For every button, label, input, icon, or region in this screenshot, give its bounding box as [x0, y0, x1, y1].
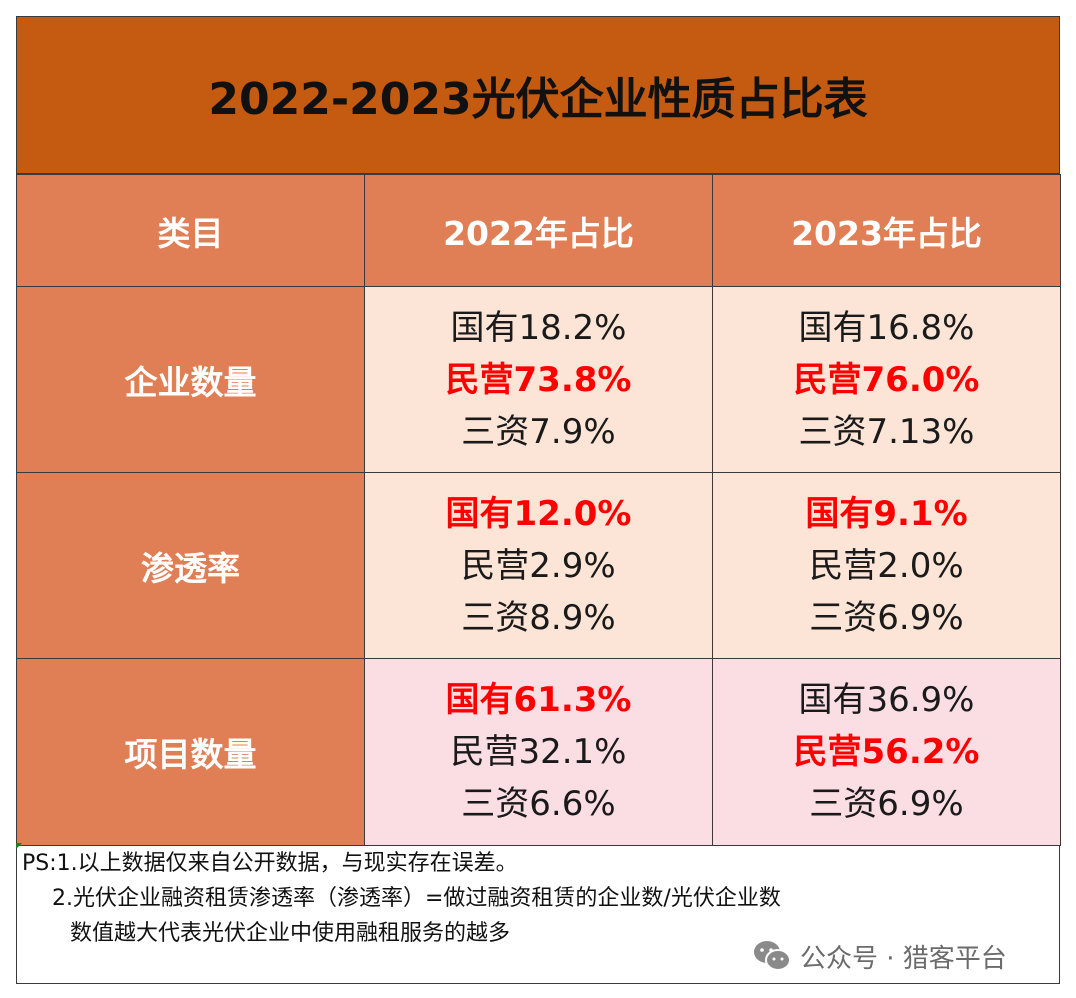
value-cell-2023: 国有9.1% 民营2.0% 三资6.9%	[712, 472, 1061, 659]
value-cell-2023: 国有36.9% 民营56.2% 三资6.9%	[712, 658, 1061, 846]
header-category: 类目	[16, 174, 365, 287]
value-line: 三资6.9%	[809, 597, 964, 638]
header-2022: 2022年占比	[364, 174, 713, 287]
value-line: 国有36.9%	[798, 680, 975, 720]
value-line: 国有9.1%	[805, 493, 968, 534]
footnotes: PS:1.以上数据仅来自公开数据，与现实存在误差。 2.光伏企业融资租赁渗透率（…	[22, 846, 781, 951]
value-cell-2022: 国有12.0% 民营2.9% 三资8.9%	[364, 472, 713, 659]
watermark-text: 公众号 · 猎客平台	[800, 943, 1007, 974]
table-row-project-count: 项目数量 国有61.3% 民营32.1% 三资6.6% 国有36.9% 民营56…	[16, 658, 1061, 846]
value-line: 民营32.1%	[450, 732, 627, 772]
value-line: 国有16.8%	[798, 307, 975, 348]
footnote-line: 数值越大代表光伏企业中使用融租服务的越多	[70, 921, 511, 946]
value-line: 民营73.8%	[445, 359, 632, 400]
value-line: 国有18.2%	[450, 307, 627, 348]
value-line: 三资7.13%	[798, 411, 975, 452]
footnote-line: 2.光伏企业融资租赁渗透率（渗透率）=做过融资租赁的企业数/光伏企业数	[52, 886, 781, 911]
cell-corner-marker	[16, 843, 22, 849]
category-cell: 渗透率	[16, 472, 365, 659]
category-cell: 项目数量	[16, 658, 365, 846]
table-title: 2022-2023光伏企业性质占比表	[16, 16, 1060, 174]
wechat-icon	[754, 941, 791, 971]
footnote-line: PS:1.以上数据仅来自公开数据，与现实存在误差。	[22, 851, 518, 876]
category-cell: 企业数量	[16, 286, 365, 473]
header-row: 类目 2022年占比 2023年占比	[16, 174, 1061, 287]
value-line: 民营76.0%	[793, 359, 980, 400]
value-cell-2022: 国有18.2% 民营73.8% 三资7.9%	[364, 286, 713, 473]
value-cell-2023: 国有16.8% 民营76.0% 三资7.13%	[712, 286, 1061, 473]
value-line: 三资6.6%	[461, 784, 616, 824]
watermark: 公众号 · 猎客平台	[752, 934, 1007, 978]
value-line: 三资8.9%	[461, 597, 616, 638]
value-line: 民营2.0%	[809, 545, 964, 586]
value-cell-2022: 国有61.3% 民营32.1% 三资6.6%	[364, 658, 713, 846]
data-table: 类目 2022年占比 2023年占比 企业数量 国有18.2% 民营73.8% …	[16, 174, 1061, 846]
value-line: 国有12.0%	[445, 493, 632, 534]
value-line: 民营2.9%	[461, 545, 616, 586]
value-line: 三资7.9%	[461, 411, 616, 452]
value-line: 国有61.3%	[445, 680, 632, 720]
header-2023: 2023年占比	[712, 174, 1061, 287]
table-row-enterprise-count: 企业数量 国有18.2% 民营73.8% 三资7.9% 国有16.8% 民营76…	[16, 286, 1061, 473]
value-line: 民营56.2%	[793, 732, 980, 772]
value-line: 三资6.9%	[809, 784, 964, 824]
table-row-penetration-rate: 渗透率 国有12.0% 民营2.9% 三资8.9% 国有9.1% 民营2.0% …	[16, 472, 1061, 659]
